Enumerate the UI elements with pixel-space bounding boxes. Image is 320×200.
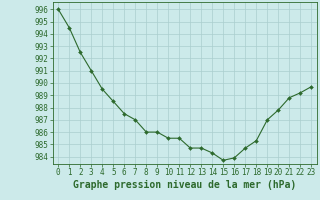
X-axis label: Graphe pression niveau de la mer (hPa): Graphe pression niveau de la mer (hPa) xyxy=(73,180,296,190)
